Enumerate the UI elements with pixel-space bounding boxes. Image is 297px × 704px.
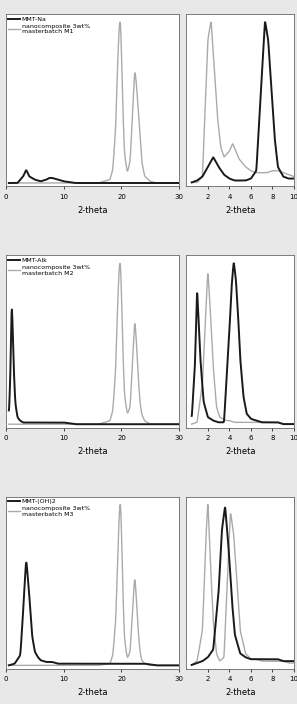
nanocomposite 3wt%
masterbatch M2 <box>118 259 122 268</box>
nanocomposite 3wt%
masterbatch M2 <box>173 420 176 429</box>
nanocomposite 3wt%
masterbatch M2 <box>173 420 176 429</box>
nanocomposite 3wt%
masterbatch M1 <box>141 164 145 172</box>
nanocomposite 3wt%
masterbatch M3 <box>141 658 145 666</box>
nanocomposite 3wt%
masterbatch M1 <box>86 179 89 187</box>
X-axis label: 2-theta: 2-theta <box>225 688 255 697</box>
nanocomposite 3wt%
masterbatch M1 <box>90 179 94 187</box>
Line: MMT-Alk: MMT-Alk <box>9 310 179 425</box>
MMT-(OH)2 <box>90 660 94 668</box>
Line: MMT-Na: MMT-Na <box>9 170 179 183</box>
nanocomposite 3wt%
masterbatch M1 <box>16 179 19 187</box>
Line: MMT-(OH)2: MMT-(OH)2 <box>9 562 179 665</box>
Line: nanocomposite 3wt%
masterbatch M1: nanocomposite 3wt% masterbatch M1 <box>9 22 179 183</box>
nanocomposite 3wt%
masterbatch M1 <box>178 179 181 187</box>
MMT-Na <box>90 179 94 187</box>
nanocomposite 3wt%
masterbatch M2 <box>90 420 94 429</box>
MMT-(OH)2 <box>178 661 181 670</box>
nanocomposite 3wt%
masterbatch M1 <box>7 179 11 187</box>
X-axis label: 2-theta: 2-theta <box>77 688 108 697</box>
MMT-(OH)2 <box>16 655 19 664</box>
X-axis label: 2-theta: 2-theta <box>225 206 255 215</box>
MMT-(OH)2 <box>156 661 160 670</box>
nanocomposite 3wt%
masterbatch M3 <box>16 661 19 670</box>
nanocomposite 3wt%
masterbatch M2 <box>141 413 145 422</box>
MMT-Alk <box>75 420 79 429</box>
MMT-Na <box>141 179 145 187</box>
nanocomposite 3wt%
masterbatch M2 <box>7 420 11 429</box>
nanocomposite 3wt%
masterbatch M3 <box>173 661 176 670</box>
MMT-(OH)2 <box>7 661 11 670</box>
MMT-Na <box>173 179 176 187</box>
MMT-(OH)2 <box>141 660 145 668</box>
nanocomposite 3wt%
masterbatch M3 <box>90 661 94 670</box>
nanocomposite 3wt%
masterbatch M3 <box>7 661 11 670</box>
MMT-Alk <box>86 420 89 429</box>
MMT-Na <box>178 179 181 187</box>
Legend: MMT-Na, nanocomposite 3wt%
masterbatch M1: MMT-Na, nanocomposite 3wt% masterbatch M… <box>8 16 90 35</box>
nanocomposite 3wt%
masterbatch M1 <box>173 179 176 187</box>
MMT-Alk <box>16 413 19 421</box>
nanocomposite 3wt%
masterbatch M3 <box>119 501 122 509</box>
nanocomposite 3wt%
masterbatch M1 <box>118 18 122 26</box>
MMT-(OH)2 <box>25 558 28 567</box>
MMT-Alk <box>90 420 94 429</box>
nanocomposite 3wt%
masterbatch M2 <box>16 420 19 429</box>
MMT-Alk <box>7 406 11 415</box>
MMT-(OH)2 <box>173 661 176 670</box>
MMT-Alk <box>10 306 14 314</box>
MMT-Alk <box>178 420 181 429</box>
nanocomposite 3wt%
masterbatch M2 <box>178 420 181 429</box>
nanocomposite 3wt%
masterbatch M3 <box>178 661 181 670</box>
nanocomposite 3wt%
masterbatch M3 <box>86 661 89 670</box>
MMT-Na <box>173 179 176 187</box>
X-axis label: 2-theta: 2-theta <box>77 206 108 215</box>
nanocomposite 3wt%
masterbatch M1 <box>173 179 176 187</box>
MMT-(OH)2 <box>86 660 89 668</box>
MMT-Na <box>86 179 89 187</box>
nanocomposite 3wt%
masterbatch M3 <box>173 661 176 670</box>
Line: nanocomposite 3wt%
masterbatch M3: nanocomposite 3wt% masterbatch M3 <box>9 505 179 665</box>
MMT-Alk <box>173 420 176 429</box>
MMT-Na <box>16 179 19 187</box>
MMT-Alk <box>141 420 145 429</box>
nanocomposite 3wt%
masterbatch M2 <box>86 420 89 429</box>
MMT-Na <box>7 179 11 187</box>
X-axis label: 2-theta: 2-theta <box>225 447 255 455</box>
MMT-Alk <box>173 420 176 429</box>
Legend: MMT-(OH)2, nanocomposite 3wt%
masterbatch M3: MMT-(OH)2, nanocomposite 3wt% masterbatc… <box>8 498 90 517</box>
Legend: MMT-Alk, nanocomposite 3wt%
masterbatch M2: MMT-Alk, nanocomposite 3wt% masterbatch … <box>8 257 90 276</box>
X-axis label: 2-theta: 2-theta <box>77 447 108 455</box>
MMT-Na <box>24 166 28 175</box>
MMT-(OH)2 <box>173 661 176 670</box>
Line: nanocomposite 3wt%
masterbatch M2: nanocomposite 3wt% masterbatch M2 <box>9 263 179 425</box>
